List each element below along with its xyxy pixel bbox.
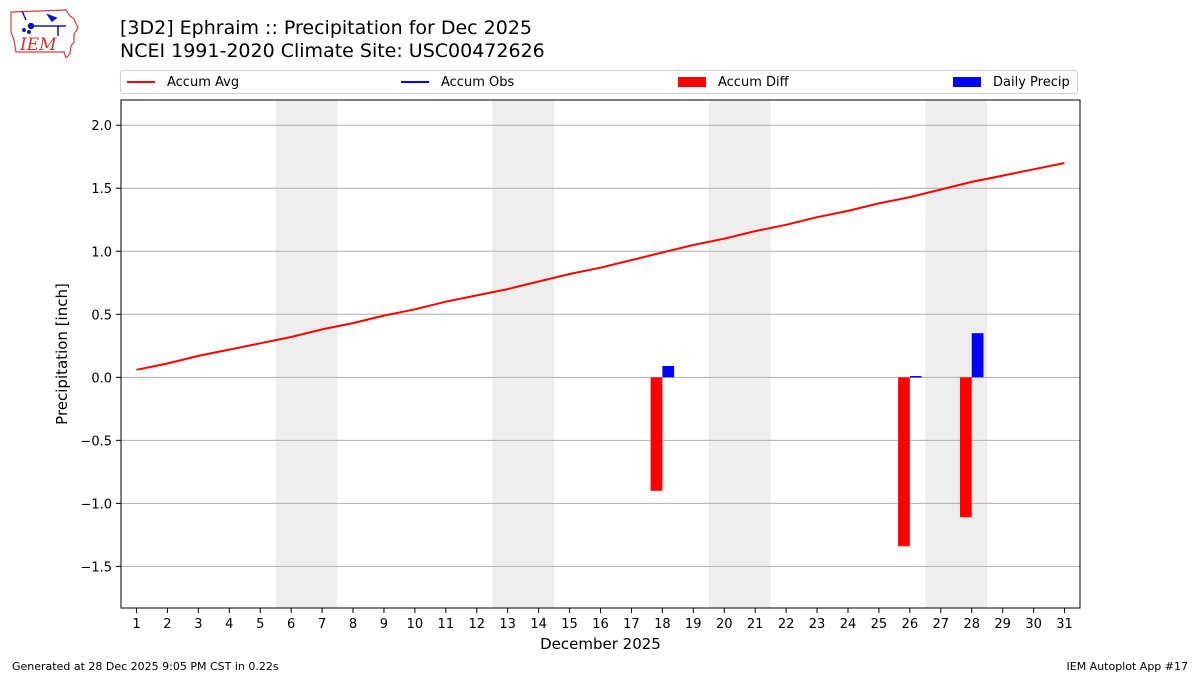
x-tick-label: 28 bbox=[963, 617, 980, 632]
legend-item-accum-obs: Accum Obs bbox=[401, 71, 514, 93]
x-tick-label: 4 bbox=[225, 617, 233, 632]
weekend-shade bbox=[708, 100, 771, 608]
daily-precip-bar bbox=[971, 333, 984, 378]
x-tick-label: 20 bbox=[716, 617, 733, 632]
x-tick-label: 13 bbox=[499, 617, 516, 632]
plot-frame bbox=[120, 99, 1081, 609]
legend-label-accum-diff: Accum Diff bbox=[718, 74, 789, 90]
x-tick-label: 21 bbox=[747, 617, 764, 632]
x-tick-label: 18 bbox=[654, 617, 671, 632]
x-tick-label: 9 bbox=[380, 617, 388, 632]
x-tick-label: 27 bbox=[933, 617, 950, 632]
weekend-shade bbox=[275, 100, 338, 608]
x-tick-label: 7 bbox=[318, 617, 326, 632]
x-tick-label: 30 bbox=[1025, 617, 1042, 632]
y-tick-label: 0.0 bbox=[91, 371, 112, 386]
legend-swatch-accum-diff bbox=[678, 77, 706, 87]
y-tick-label: 1.5 bbox=[91, 182, 112, 197]
y-tick-label: 1.0 bbox=[91, 245, 112, 260]
x-tick-label: 22 bbox=[778, 617, 795, 632]
x-tick-label: 17 bbox=[623, 617, 640, 632]
x-tick-label: 8 bbox=[349, 617, 357, 632]
legend-item-accum-diff: Accum Diff bbox=[678, 71, 789, 93]
daily-precip-bar bbox=[909, 376, 922, 378]
y-axis-label: Precipitation [inch] bbox=[53, 283, 71, 425]
weekend-shade bbox=[925, 100, 988, 608]
legend-swatch-daily-precip bbox=[953, 77, 981, 87]
legend-label-daily-precip: Daily Precip bbox=[993, 74, 1070, 90]
x-tick-label: 5 bbox=[256, 617, 264, 632]
x-axis-label: December 2025 bbox=[540, 635, 661, 653]
x-tick-label: 26 bbox=[902, 617, 919, 632]
chart-subtitle: NCEI 1991-2020 Climate Site: USC00472626 bbox=[120, 40, 545, 62]
legend-item-accum-avg: Accum Avg bbox=[127, 71, 239, 93]
x-tick-label: 31 bbox=[1056, 617, 1073, 632]
x-tick-label: 14 bbox=[530, 617, 547, 632]
iowa-state-outline bbox=[10, 9, 79, 58]
footer-generated: Generated at 28 Dec 2025 9:05 PM CST in … bbox=[12, 660, 279, 673]
x-tick-label: 2 bbox=[163, 617, 171, 632]
footer-app: IEM Autoplot App #17 bbox=[1066, 660, 1189, 673]
x-tick-label: 1 bbox=[132, 617, 140, 632]
y-tick-label: 2.0 bbox=[91, 119, 112, 134]
accum-diff-bar bbox=[959, 377, 972, 518]
x-tick-label: 3 bbox=[194, 617, 202, 632]
y-tick-label: −0.5 bbox=[80, 434, 112, 449]
weekend-shade bbox=[492, 100, 555, 608]
iem-logo: IEM bbox=[10, 9, 79, 58]
y-tick-label: −1.0 bbox=[80, 497, 112, 512]
daily-precip-bar bbox=[662, 365, 675, 378]
accum-diff-bar bbox=[650, 377, 663, 491]
accum-avg-line bbox=[136, 162, 1065, 371]
legend-swatch-accum-obs bbox=[401, 81, 429, 83]
weather-station-icon bbox=[21, 10, 66, 36]
x-tick-label: 15 bbox=[561, 617, 578, 632]
chart-title: [3D2] Ephraim :: Precipitation for Dec 2… bbox=[120, 17, 533, 39]
accum-diff-bar bbox=[898, 377, 910, 547]
logo-text: IEM bbox=[19, 35, 57, 55]
x-tick-label: 10 bbox=[407, 617, 424, 632]
legend-swatch-accum-avg bbox=[127, 81, 155, 83]
x-tick-label: 6 bbox=[287, 617, 295, 632]
legend: Accum Avg Accum Obs Accum Diff Daily Pre… bbox=[120, 70, 1078, 94]
x-tick-label: 19 bbox=[685, 617, 702, 632]
x-tick-label: 24 bbox=[840, 617, 857, 632]
y-tick-label: 0.5 bbox=[91, 308, 112, 323]
y-tick-label: −1.5 bbox=[80, 560, 112, 575]
legend-label-accum-avg: Accum Avg bbox=[167, 74, 240, 90]
legend-item-daily-precip: Daily Precip bbox=[953, 71, 1070, 93]
x-tick-label: 23 bbox=[809, 617, 826, 632]
legend-label-accum-obs: Accum Obs bbox=[441, 74, 515, 90]
x-tick-label: 29 bbox=[994, 617, 1011, 632]
x-tick-label: 25 bbox=[871, 617, 888, 632]
x-tick-label: 16 bbox=[592, 617, 609, 632]
x-tick-label: 12 bbox=[468, 617, 485, 632]
x-tick-label: 11 bbox=[438, 617, 455, 632]
